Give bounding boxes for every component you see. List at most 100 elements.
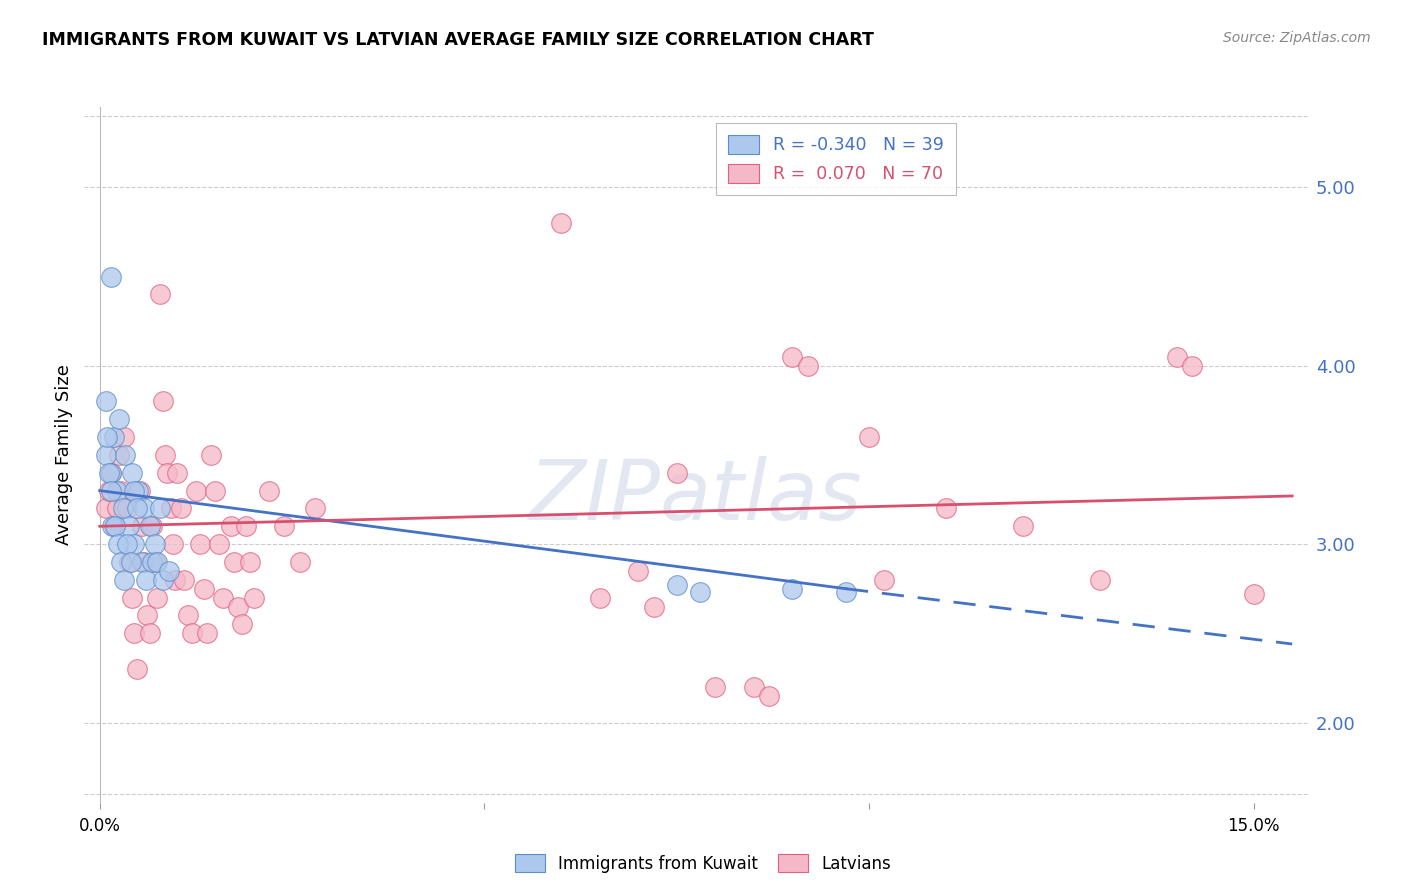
Point (125, 501, 148, 516)
Point (112, 573, 135, 587)
Point (169, 501, 191, 516)
Point (136, 608, 159, 623)
Point (239, 555, 262, 569)
Point (211, 591, 233, 605)
Point (124, 626, 146, 640)
Point (117, 537, 139, 551)
Point (104, 519, 127, 533)
Point (143, 555, 166, 569)
Point (112, 430, 135, 444)
Point (100, 466, 122, 480)
Point (146, 591, 169, 605)
Point (226, 599, 249, 614)
Point (149, 501, 172, 516)
Point (122, 483, 145, 498)
Point (111, 501, 134, 516)
Point (197, 626, 219, 640)
Point (141, 519, 163, 533)
Point (273, 519, 295, 533)
Y-axis label: Average Family Size: Average Family Size (55, 365, 73, 545)
Point (139, 519, 162, 533)
Point (689, 585, 711, 599)
Text: Source: ZipAtlas.com: Source: ZipAtlas.com (1223, 31, 1371, 45)
Point (873, 573, 896, 587)
Point (108, 448, 131, 462)
Point (1088, 573, 1111, 587)
Point (98, 466, 121, 480)
Point (1181, 359, 1204, 373)
Point (627, 564, 650, 578)
Point (100, 483, 122, 498)
Point (173, 573, 195, 587)
Point (125, 662, 148, 676)
Point (149, 287, 172, 301)
Point (103, 430, 125, 444)
Point (589, 591, 612, 605)
Point (257, 483, 280, 498)
Point (184, 483, 207, 498)
Point (231, 617, 253, 632)
Point (224, 555, 246, 569)
Point (107, 537, 129, 551)
Point (858, 430, 880, 444)
Point (100, 466, 122, 480)
Point (94, 394, 117, 409)
Point (193, 582, 215, 596)
Point (128, 483, 150, 498)
Point (704, 680, 727, 694)
Point (105, 501, 128, 516)
Point (134, 555, 156, 569)
Point (143, 537, 166, 551)
Point (146, 555, 169, 569)
Point (304, 501, 326, 516)
Point (156, 466, 179, 480)
Point (288, 555, 311, 569)
Point (153, 448, 176, 462)
Point (177, 608, 200, 623)
Point (162, 537, 184, 551)
Point (157, 564, 180, 578)
Point (204, 483, 226, 498)
Point (550, 216, 572, 230)
Point (152, 394, 174, 409)
Point (1012, 519, 1035, 533)
Text: ZIPatlas: ZIPatlas (529, 456, 863, 537)
Point (94, 501, 117, 516)
Point (780, 582, 803, 596)
Point (796, 359, 818, 373)
Point (115, 501, 138, 516)
Point (114, 448, 136, 462)
Point (121, 591, 143, 605)
Point (242, 591, 264, 605)
Point (101, 519, 124, 533)
Point (121, 466, 143, 480)
Point (758, 689, 780, 703)
Point (124, 537, 146, 551)
Point (98, 483, 121, 498)
Point (935, 501, 957, 516)
Point (131, 519, 153, 533)
Text: IMMIGRANTS FROM KUWAIT VS LATVIAN AVERAGE FAMILY SIZE CORRELATION CHART: IMMIGRANTS FROM KUWAIT VS LATVIAN AVERAG… (42, 31, 875, 49)
Point (108, 412, 131, 426)
Point (742, 680, 765, 694)
Point (200, 448, 222, 462)
Point (188, 537, 211, 551)
Point (131, 555, 153, 569)
Point (134, 501, 156, 516)
Point (643, 599, 665, 614)
Point (100, 269, 122, 284)
Point (118, 555, 141, 569)
Point (665, 578, 688, 592)
Point (665, 466, 688, 480)
Point (165, 573, 187, 587)
Point (208, 537, 231, 551)
Legend: R = -0.340   N = 39, R =  0.070   N = 70: R = -0.340 N = 39, R = 0.070 N = 70 (716, 123, 956, 195)
Point (110, 555, 132, 569)
Point (118, 519, 141, 533)
Point (96, 430, 118, 444)
Legend: Immigrants from Kuwait, Latvians: Immigrants from Kuwait, Latvians (508, 847, 898, 880)
Point (159, 501, 181, 516)
Point (181, 626, 204, 640)
Point (135, 573, 157, 587)
Point (120, 555, 142, 569)
